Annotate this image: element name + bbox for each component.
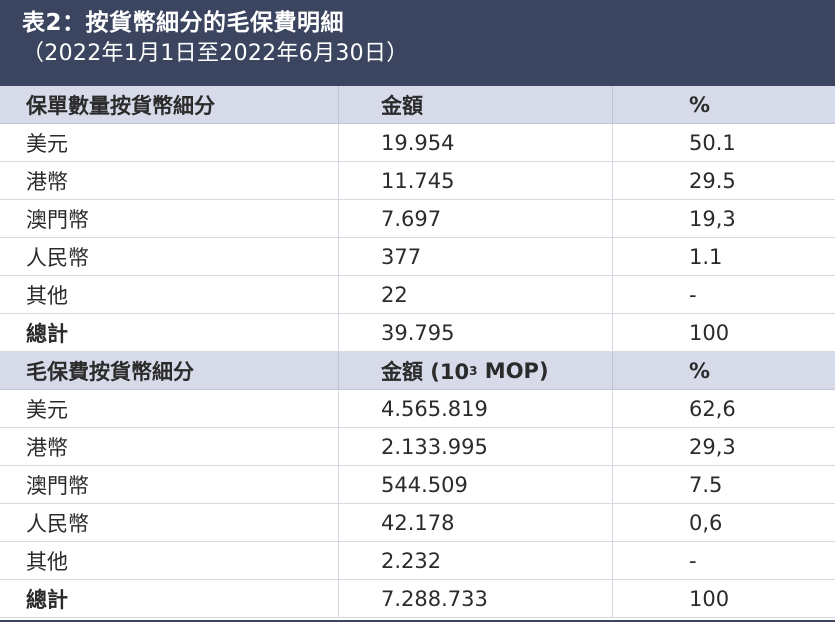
amount-cell: 377 [338, 238, 612, 275]
percent-cell: 19,3 [612, 200, 835, 237]
percent-cell: - [612, 276, 835, 313]
table-subtitle-period: （2022年1月1日至2022年6月30日） [22, 41, 409, 66]
percent-cell: 50.1 [612, 124, 835, 161]
currency-cell: 澳門幣 [26, 207, 89, 232]
header-amount-unit: MOP) [477, 358, 549, 383]
table-row: 港幣 11.745 29.5 [0, 162, 835, 200]
currency-cell: 人民幣 [26, 511, 89, 536]
percent-cell: 1.1 [612, 238, 835, 275]
percent-cell: 0,6 [612, 504, 835, 541]
currency-cell: 其他 [26, 549, 68, 574]
currency-cell: 美元 [26, 131, 68, 156]
header-cell: % [612, 352, 835, 389]
header-cell: 毛保費按貨幣細分 [26, 359, 194, 384]
amount-cell: 42.178 [338, 504, 612, 541]
header-amount-text: 金額 (10 [381, 359, 470, 384]
table-row: 人民幣 42.178 0,6 [0, 504, 835, 542]
percent-cell: 7.5 [612, 466, 835, 503]
table-row: 其他 22 - [0, 276, 835, 314]
currency-cell: 港幣 [26, 435, 68, 460]
percent-cell: 100 [612, 314, 835, 351]
amount-cell: 22 [338, 276, 612, 313]
amount-cell: 544.509 [338, 466, 612, 503]
total-label-cell: 總計 [26, 321, 68, 346]
header-cell: 保單數量按貨幣細分 [26, 93, 215, 118]
table-bottom-rule [0, 620, 835, 622]
table-row: 港幣 2.133.995 29,3 [0, 428, 835, 466]
header-cell-amount-unit: 金額 (10 3 MOP) [338, 352, 612, 389]
premium-section-header: 毛保費按貨幣細分 金額 (10 3 MOP) % [0, 352, 835, 390]
table-row: 其他 2.232 - [0, 542, 835, 580]
total-label-cell: 總計 [26, 587, 68, 612]
currency-cell: 其他 [26, 283, 68, 308]
total-row: 總計 7.288.733 100 [0, 580, 835, 618]
header-amount-exponent: 3 [469, 363, 478, 378]
percent-cell: 29.5 [612, 162, 835, 199]
policies-section-header: 保單數量按貨幣細分 金額 % [0, 86, 835, 124]
amount-cell: 7.697 [338, 200, 612, 237]
percent-cell: - [612, 542, 835, 579]
percent-cell: 29,3 [612, 428, 835, 465]
amount-cell: 19.954 [338, 124, 612, 161]
premium-breakdown-table: 保單數量按貨幣細分 金額 % 美元 19.954 50.1 港幣 11.745 … [0, 86, 835, 618]
amount-cell: 7.288.733 [338, 580, 612, 617]
table-row: 美元 4.565.819 62,6 [0, 390, 835, 428]
table-title: 表2：按貨幣細分的毛保費明細 [22, 10, 345, 36]
currency-cell: 澳門幣 [26, 473, 89, 498]
header-cell: % [612, 86, 835, 123]
percent-cell: 62,6 [612, 390, 835, 427]
table-title-bar: 表2：按貨幣細分的毛保費明細 （2022年1月1日至2022年6月30日） [0, 0, 835, 86]
table-row: 澳門幣 544.509 7.5 [0, 466, 835, 504]
amount-cell: 2.133.995 [338, 428, 612, 465]
currency-cell: 港幣 [26, 169, 68, 194]
header-cell: 金額 [338, 86, 612, 123]
amount-cell: 39.795 [338, 314, 612, 351]
table-row: 人民幣 377 1.1 [0, 238, 835, 276]
amount-cell: 2.232 [338, 542, 612, 579]
currency-cell: 人民幣 [26, 245, 89, 270]
amount-cell: 11.745 [338, 162, 612, 199]
total-row: 總計 39.795 100 [0, 314, 835, 352]
amount-cell: 4.565.819 [338, 390, 612, 427]
currency-cell: 美元 [26, 397, 68, 422]
percent-cell: 100 [612, 580, 835, 617]
table-row: 澳門幣 7.697 19,3 [0, 200, 835, 238]
table-row: 美元 19.954 50.1 [0, 124, 835, 162]
